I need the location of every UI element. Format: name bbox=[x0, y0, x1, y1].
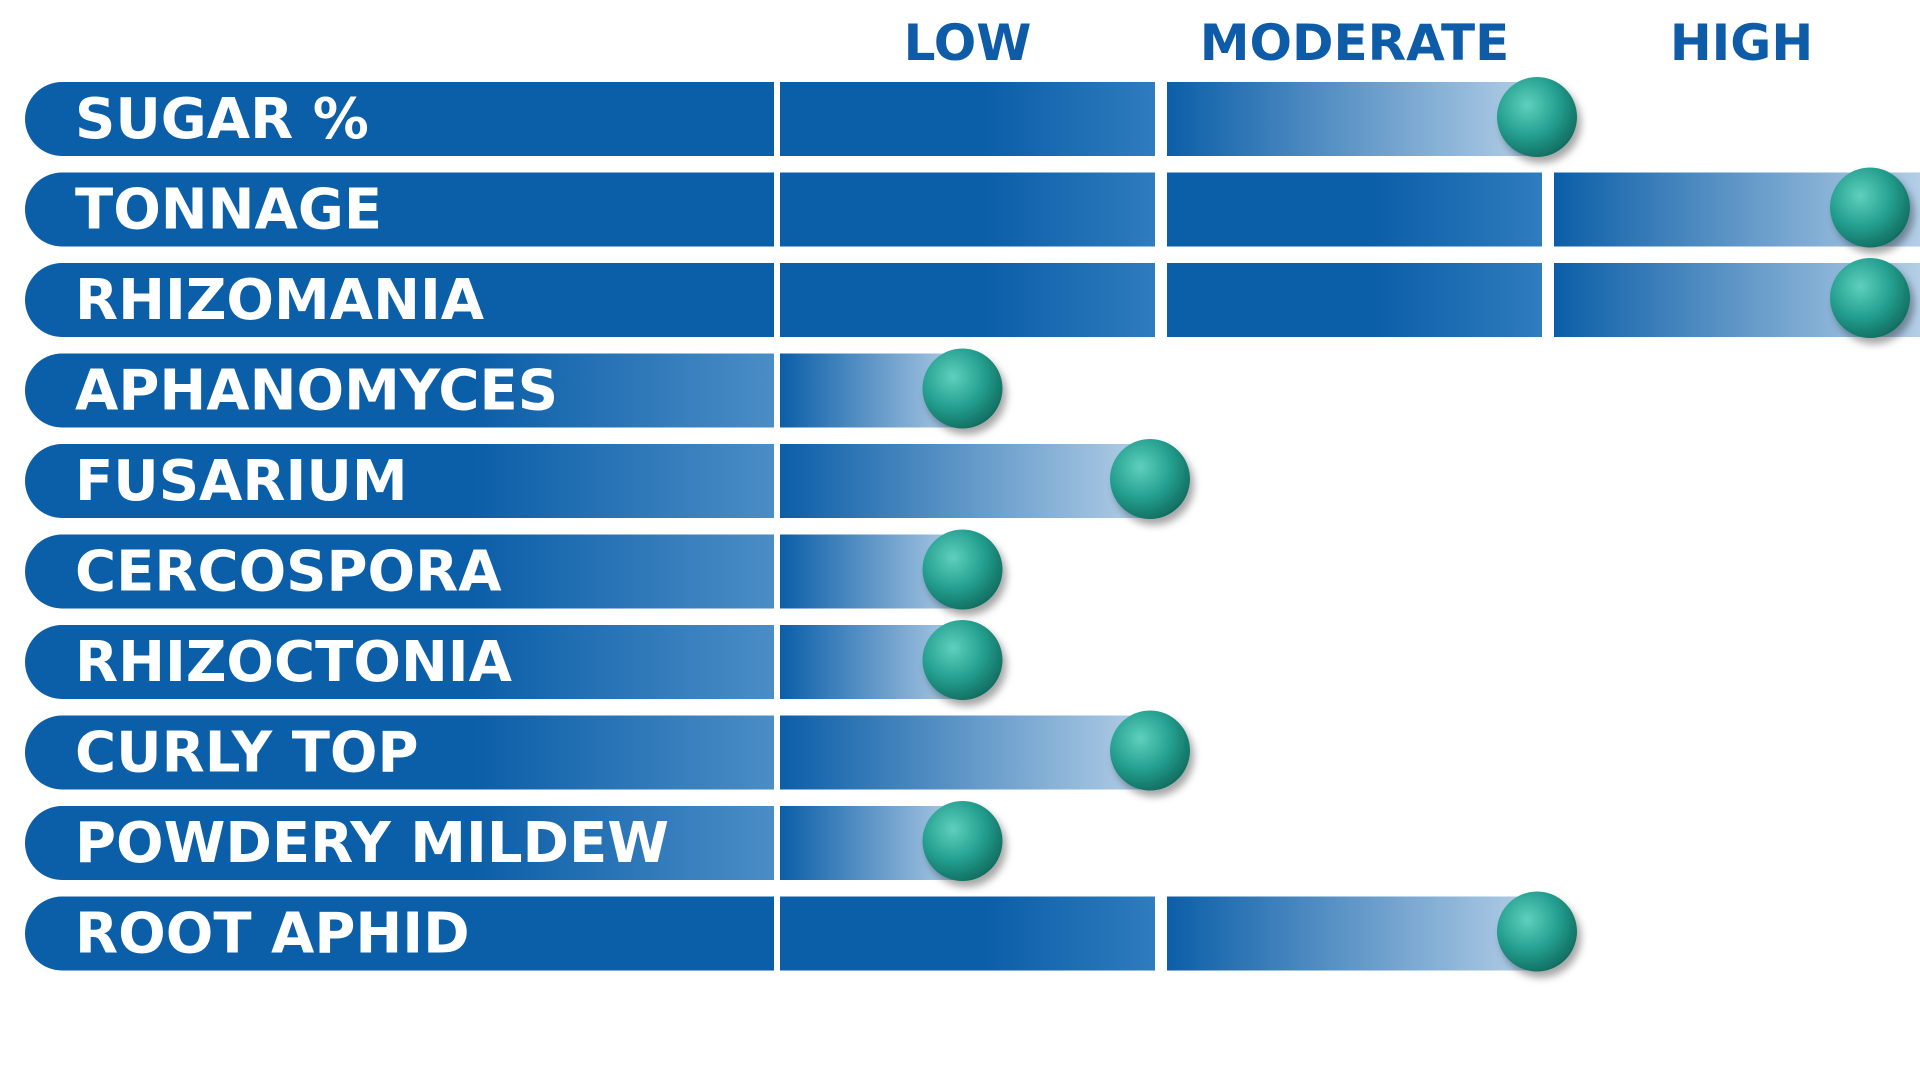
bar-segment bbox=[780, 444, 1155, 518]
bar-segment bbox=[780, 263, 1155, 337]
row-label: FUSARIUM bbox=[75, 449, 408, 514]
chart-row: APHANOMYCES bbox=[25, 348, 1003, 429]
value-marker bbox=[922, 348, 1003, 429]
row-label-bg bbox=[25, 82, 775, 156]
value-marker bbox=[1110, 710, 1190, 791]
bar-segment bbox=[780, 896, 1155, 971]
row-label: CERCOSPORA bbox=[75, 540, 502, 605]
chart-row: RHIZOMANIA bbox=[25, 258, 1920, 338]
value-marker bbox=[1497, 891, 1577, 972]
chart-row: CERCOSPORA bbox=[25, 529, 1003, 610]
row-label: ROOT APHID bbox=[75, 902, 470, 967]
row-label: POWDERY MILDEW bbox=[75, 811, 669, 876]
scale-label-high: HIGH bbox=[1670, 14, 1813, 72]
scale-label-low: LOW bbox=[904, 14, 1032, 72]
row-label-bg bbox=[25, 896, 775, 971]
row-label: RHIZOCTONIA bbox=[75, 630, 513, 695]
chart-row: SUGAR % bbox=[25, 77, 1577, 157]
row-label-bg bbox=[25, 444, 774, 518]
scale-labels: LOW MODERATE HIGH bbox=[904, 14, 1814, 72]
row-label: APHANOMYCES bbox=[75, 359, 558, 424]
row-label-bg bbox=[25, 806, 774, 880]
chart-row: FUSARIUM bbox=[25, 439, 1190, 519]
row-label-bg bbox=[25, 534, 775, 609]
row-label: CURLY TOP bbox=[75, 721, 419, 786]
bar-segment bbox=[780, 172, 1155, 247]
row-label-bg bbox=[25, 263, 774, 337]
row-label-bg bbox=[25, 715, 775, 790]
chart-row: TONNAGE bbox=[25, 167, 1920, 248]
chart-row: RHIZOCTONIA bbox=[25, 620, 1003, 700]
bar-segment bbox=[1167, 172, 1542, 247]
value-marker bbox=[922, 620, 1003, 700]
bar-segment bbox=[1167, 82, 1542, 156]
row-label: TONNAGE bbox=[75, 178, 382, 243]
value-marker bbox=[1110, 439, 1190, 519]
row-label: RHIZOMANIA bbox=[75, 268, 485, 333]
bar-segment bbox=[1167, 896, 1542, 971]
bar-segment bbox=[780, 82, 1155, 156]
bar-segment bbox=[1167, 263, 1542, 337]
chart-row: POWDERY MILDEW bbox=[25, 801, 1003, 881]
value-marker bbox=[1830, 167, 1910, 248]
value-marker bbox=[1497, 77, 1577, 157]
value-marker bbox=[922, 529, 1003, 610]
scale-label-moderate: MODERATE bbox=[1200, 14, 1510, 72]
chart-row: CURLY TOP bbox=[25, 710, 1190, 791]
row-label-bg bbox=[25, 625, 774, 699]
value-marker bbox=[1830, 258, 1910, 338]
bar-segment bbox=[780, 715, 1155, 790]
row-label-bg bbox=[25, 172, 775, 247]
chart-rows: SUGAR % TONNAGE RHIZOMANIA APHANOMYCES FUSAR… bbox=[25, 77, 1920, 972]
row-label-bg bbox=[25, 353, 775, 428]
row-label: SUGAR % bbox=[75, 87, 369, 152]
chart-row: ROOT APHID bbox=[25, 891, 1577, 972]
value-marker bbox=[922, 801, 1003, 881]
